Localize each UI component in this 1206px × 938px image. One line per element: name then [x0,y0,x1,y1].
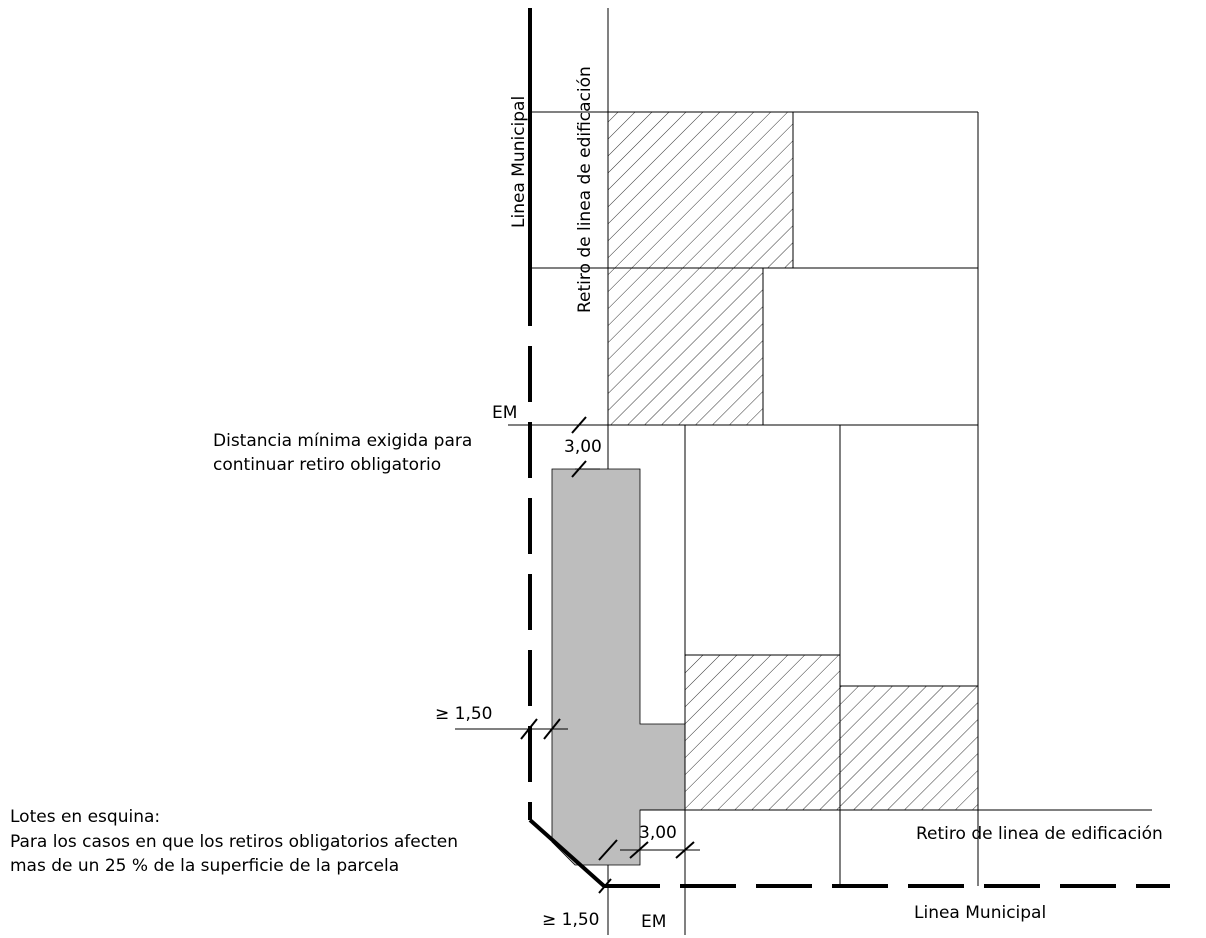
lotes-line2: mas de un 25 % de la superficie de la pa… [10,856,399,876]
dimension-ticks [520,416,695,894]
municipal-line [528,8,1170,888]
hatched-block-middle [607,267,764,426]
distancia-label-line1: Distancia mínima exigida para [213,431,472,451]
retiro-vertical-label: Retiro de linea de edificación [575,66,595,313]
gray-setback-area [551,468,686,866]
lotes-title: Lotes en esquina: [10,807,160,827]
dim-300-top-label: 3,00 [564,437,602,457]
retiro-horizontal-label: Retiro de linea de edificación [916,824,1163,844]
em-bottom-label: EM [641,912,666,932]
hatched-block-bottom-right [839,685,979,811]
dim-150-left-label: ≥ 1,50 [435,704,493,724]
plot-grid-lines [455,8,1152,935]
hatched-block-top [607,111,794,269]
dim-300-bottom-label: 3,00 [639,823,677,843]
em-top-label: EM [492,403,517,423]
linea-municipal-vertical-label: Linea Municipal [509,96,529,228]
distancia-label-line2: continuar retiro obligatorio [213,455,441,475]
linea-municipal-horizontal-label: Linea Municipal [914,903,1046,923]
dim-150-bottom-label: ≥ 1,50 [542,910,600,930]
lotes-line1: Para los casos en que los retiros obliga… [10,832,458,852]
hatched-block-bottom-left [684,654,841,811]
